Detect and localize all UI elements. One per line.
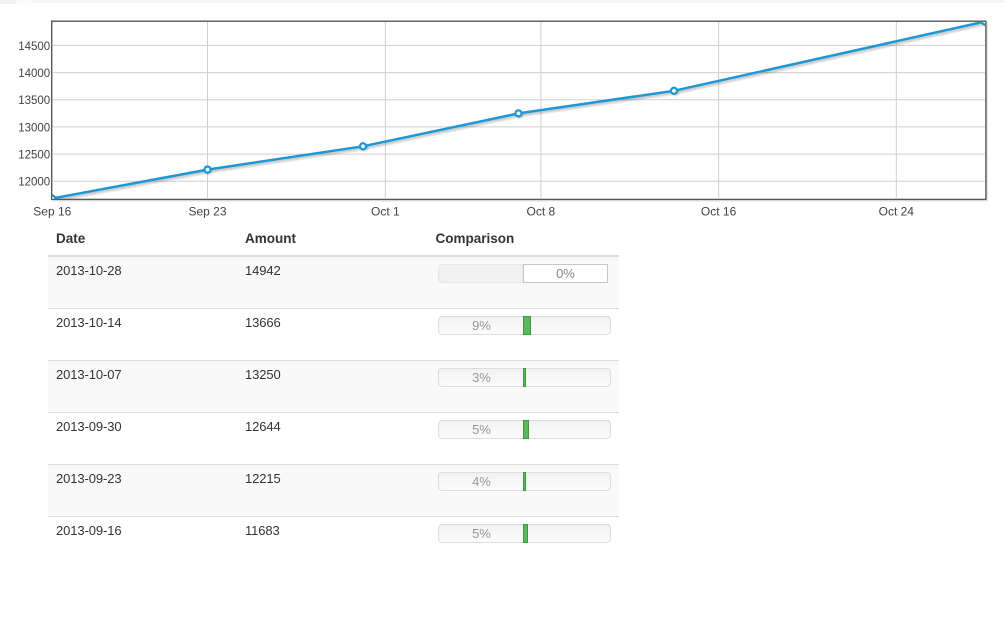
svg-text:14500: 14500 [18,41,50,53]
svg-text:12000: 12000 [18,177,50,189]
svg-text:Oct 1: Oct 1 [371,205,400,219]
svg-text:14000: 14000 [18,68,50,80]
svg-text:Oct 8: Oct 8 [527,205,556,219]
svg-text:12500: 12500 [18,150,50,162]
svg-text:13000: 13000 [18,122,50,134]
svg-text:Oct 24: Oct 24 [879,205,915,219]
svg-text:Sep 23: Sep 23 [188,205,226,219]
svg-text:Sep 16: Sep 16 [33,205,71,219]
svg-text:13500: 13500 [18,95,50,107]
svg-text:Oct 16: Oct 16 [701,205,737,219]
